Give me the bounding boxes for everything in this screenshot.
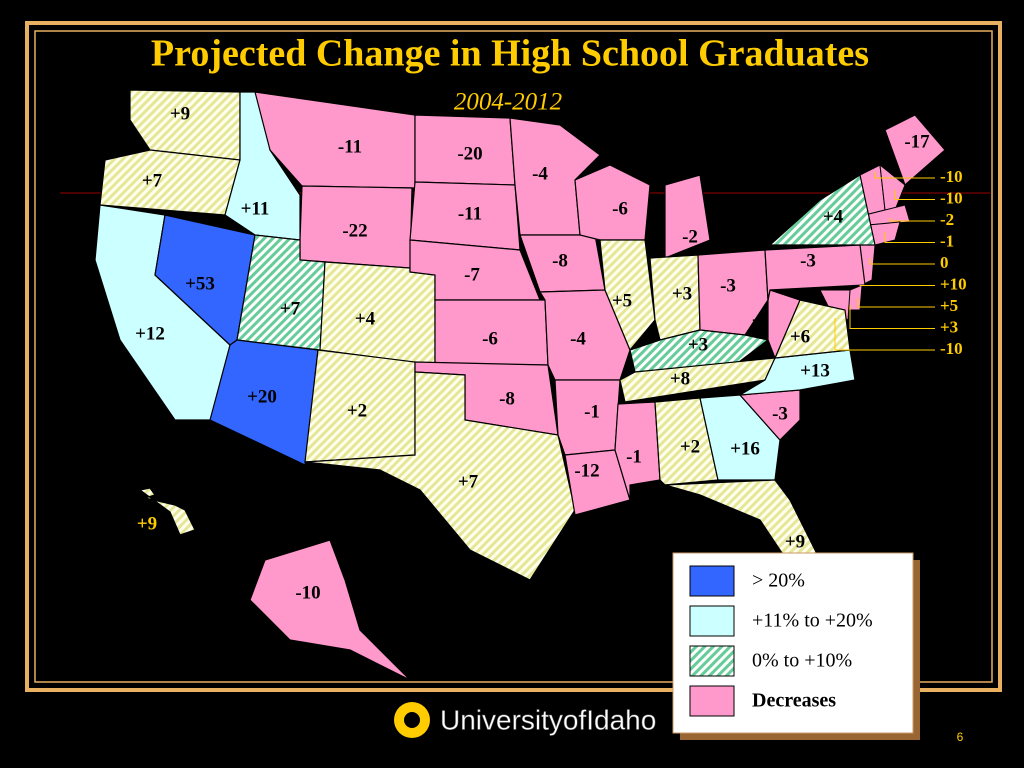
state-label: +7 (458, 471, 479, 492)
title: Projected Change in High School Graduate… (151, 33, 869, 75)
state-label: +3 (688, 334, 708, 355)
callouts: -10-10-2-10+10+5+3-10 (834, 167, 967, 358)
state-label: -3 (772, 403, 788, 424)
state-label: +9 (170, 103, 190, 124)
legend-label: Decreases (752, 690, 836, 712)
logo: UniversityofIdaho (394, 702, 657, 738)
callout-label: +10 (940, 274, 967, 293)
state-label: +9 (785, 531, 805, 552)
leader-line (869, 258, 935, 265)
frame-outer (25, 21, 1002, 692)
state-label: -3 (800, 250, 816, 271)
legend-label: +11% to +20% (752, 610, 873, 632)
state-label: -1 (584, 401, 600, 422)
state-label: -8 (499, 388, 515, 409)
subtitle: 2004-2012 (454, 89, 562, 116)
state-label: -7 (464, 264, 480, 285)
state-label: +7 (142, 170, 163, 191)
state (764, 244, 866, 301)
state (768, 174, 876, 246)
state-label: +16 (730, 438, 760, 459)
state-label: -6 (612, 198, 628, 219)
callout-label: -10 (940, 167, 963, 186)
state-label: -11 (338, 136, 362, 157)
state (699, 394, 781, 481)
state-label: +9 (137, 513, 157, 534)
state-label: -1 (626, 446, 642, 467)
state-label: -3 (720, 275, 736, 296)
leader-line (859, 285, 935, 286)
state (664, 174, 711, 259)
callout-label: -2 (940, 210, 954, 229)
state-label: +2 (347, 400, 367, 421)
state-label: +53 (185, 273, 215, 294)
state-label: +8 (670, 368, 690, 389)
state-label: +5 (612, 290, 632, 311)
state-label: -11 (458, 203, 482, 224)
page-number: 6 (957, 730, 964, 744)
legend-swatch (689, 605, 735, 637)
state-label: -10 (295, 582, 320, 603)
state-label: -2 (682, 226, 698, 247)
callout-label: 0 (940, 253, 949, 272)
state-label: +2 (680, 436, 700, 457)
state-label: -4 (570, 328, 586, 349)
legend-swatch (689, 565, 735, 597)
states: +9+7+12+53+11-11-22+7 +4+20+2-20-11-7-6-8… (94, 89, 946, 681)
state (209, 339, 319, 466)
state (99, 149, 241, 216)
leader-line (874, 172, 935, 179)
state-label: +20 (247, 386, 277, 407)
callout-label: -10 (940, 188, 963, 207)
state-label: +6 (790, 326, 810, 347)
state (319, 261, 436, 366)
state-label: -4 (532, 163, 548, 184)
state-label: -12 (574, 460, 599, 481)
callout-label: -10 (940, 339, 963, 358)
state (249, 539, 411, 681)
legend-swatch (689, 685, 735, 717)
state (599, 239, 656, 352)
legend-label: > 20% (752, 570, 805, 592)
state (138, 487, 196, 536)
callout-label: +3 (940, 317, 958, 336)
leader-line (894, 190, 935, 200)
state-label: +3 (672, 283, 692, 304)
state-label: +11 (241, 198, 270, 219)
state-label: +7 (280, 298, 301, 319)
state (304, 371, 576, 581)
state-label: +13 (800, 360, 830, 381)
leader-line (884, 232, 935, 243)
legend: > 20% +11% to +20% 0% to +10% Decreases (689, 565, 873, 717)
callout-label: +5 (940, 296, 958, 315)
leader-line (834, 318, 935, 351)
state-label: +4 (823, 206, 844, 227)
logo-mark-center (404, 712, 420, 728)
legend-label: 0% to +10% (752, 650, 852, 672)
state-label: -17 (904, 131, 930, 152)
leader-line (857, 298, 935, 308)
callout-label: -1 (940, 231, 954, 250)
logo-text: UniversityofIdaho (440, 704, 656, 735)
frame-inner (34, 30, 993, 683)
state-label: +12 (135, 323, 165, 344)
state-label: -8 (552, 250, 568, 271)
leader-line (849, 305, 935, 329)
state-label: -7 (752, 308, 768, 329)
state-label: -6 (482, 328, 498, 349)
state (697, 249, 769, 336)
leader-line (889, 218, 935, 222)
state (654, 397, 719, 486)
state-label: +4 (355, 308, 376, 329)
state-label: -22 (342, 220, 367, 241)
legend-swatch (689, 645, 735, 677)
state-label: -20 (457, 143, 482, 164)
state (884, 114, 946, 187)
